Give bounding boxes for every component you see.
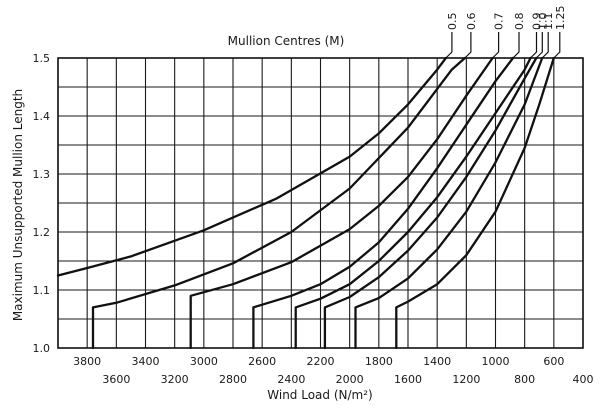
x-tick-label: 2200 — [307, 355, 335, 368]
series-label-1.1: 1.1 — [542, 13, 555, 31]
series-leader-0.7 — [492, 32, 500, 59]
series-leader-0.9 — [530, 32, 538, 59]
series-leader-1.25 — [553, 32, 561, 59]
series-leader-1.1 — [541, 32, 549, 59]
x-tick-label: 2800 — [219, 373, 247, 386]
series-leader-0.6 — [464, 32, 472, 59]
y-axis-title: Maximum Unsupported Mullion Length — [11, 89, 25, 321]
x-tick-label: 3600 — [102, 373, 130, 386]
series-curve-0.6 — [91, 56, 467, 350]
x-tick-label: 800 — [514, 373, 535, 386]
series-curve-1.1 — [354, 56, 544, 350]
x-tick-label: 3200 — [161, 373, 189, 386]
x-tick-label: 1200 — [452, 373, 480, 386]
x-tick-label: 3800 — [73, 355, 101, 368]
series-curve-1.0 — [323, 56, 538, 350]
x-tick-label: 1800 — [365, 355, 393, 368]
x-tick-label: 1000 — [482, 355, 510, 368]
y-tick-label: 1.4 — [33, 110, 51, 123]
plot-frame — [57, 57, 584, 349]
series-label-0.6: 0.6 — [465, 13, 478, 31]
series-curve-0.9 — [294, 56, 532, 350]
y-tick-label: 1.3 — [33, 168, 51, 181]
x-tick-label: 3000 — [190, 355, 218, 368]
series-curve-0.7 — [189, 56, 494, 350]
series-curve-0.5 — [56, 56, 448, 277]
series-label-0.5: 0.5 — [446, 13, 459, 31]
series-leader-0.5 — [445, 32, 453, 59]
series-label-0.7: 0.7 — [493, 13, 506, 31]
x-tick-label: 1400 — [423, 355, 451, 368]
series-leader-1.0 — [535, 32, 543, 59]
x-axis-title: Wind Load (N/m²) — [267, 388, 372, 402]
x-tick-label: 400 — [573, 373, 594, 386]
series-label-0.9: 0.9 — [531, 13, 544, 31]
tick-labels: 1.0 1.1 1.2 1.3 1.4 1.5 3800 3400 3000 2600 2200 18… — [33, 52, 594, 386]
series-label-0.8: 0.8 — [513, 13, 526, 31]
x-tick-label: 2600 — [248, 355, 276, 368]
series-leader-0.8 — [512, 32, 520, 59]
series-label-1.25: 1.25 — [554, 6, 567, 31]
x-tick-label: 2400 — [277, 373, 305, 386]
series-curve-0.8 — [252, 56, 515, 350]
series-curve-1.25 — [395, 56, 555, 350]
x-tick-label: 3400 — [132, 355, 160, 368]
legend-title: Mullion Centres (M) — [228, 34, 345, 48]
y-tick-label: 1.5 — [33, 52, 51, 65]
curve-labels: 0.5 0.6 0.7 0.8 0.91.01.11.25 — [445, 6, 567, 59]
grid — [57, 57, 584, 349]
x-tick-label: 1600 — [394, 373, 422, 386]
curves — [56, 56, 555, 350]
y-tick-label: 1.1 — [33, 284, 51, 297]
series-label-1.0: 1.0 — [536, 13, 549, 31]
x-tick-label: 2000 — [336, 373, 364, 386]
x-tick-label: 600 — [543, 355, 564, 368]
y-tick-label: 1.0 — [33, 342, 51, 355]
y-tick-label: 1.2 — [33, 226, 51, 239]
